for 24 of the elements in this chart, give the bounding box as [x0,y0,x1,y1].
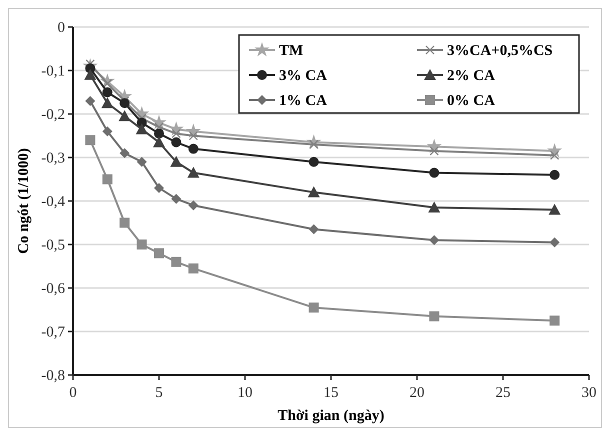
y-tick-label: -0,7 [41,324,66,340]
y-tick-label: -0,6 [41,281,66,297]
y-tick-label: -0,5 [41,238,65,254]
legend-label: 0% CA [447,93,496,109]
x-tick-label: 20 [410,385,424,401]
y-axis-title: Co ngót (1/1000) [16,148,32,254]
legend-label: 3% CA [279,68,328,84]
x-tick-label: 0 [69,385,77,401]
y-tick-label: -0,3 [41,150,65,166]
legend-label: 2% CA [447,68,496,84]
x-axis-title: Thời gian (ngày) [278,408,384,424]
legend-label: 3%CA+0,5%CS [447,43,553,59]
y-tick-label: -0,8 [41,368,65,384]
legend-label: TM [279,43,304,59]
y-tick-label: -0,4 [41,194,66,210]
y-tick-label: -0,2 [41,107,65,123]
x-tick-label: 5 [155,385,163,401]
x-tick-label: 25 [496,385,510,401]
y-tick-label: -0,1 [41,64,65,80]
y-tick-label: 0 [58,20,65,36]
legend-label: 1% CA [279,93,328,109]
x-tick-label: 10 [238,385,252,401]
x-tick-label: 15 [324,385,338,401]
x-tick-label: 30 [582,385,596,401]
